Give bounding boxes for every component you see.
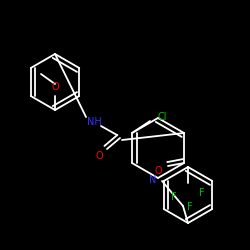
Text: O: O [51, 82, 59, 92]
Text: F: F [199, 188, 205, 198]
Text: O: O [95, 151, 103, 161]
Text: F: F [171, 192, 177, 202]
Text: N: N [149, 175, 157, 185]
Text: Cl: Cl [157, 112, 167, 122]
Text: O: O [154, 166, 162, 176]
Text: F: F [187, 202, 193, 212]
Text: NH: NH [87, 117, 102, 127]
